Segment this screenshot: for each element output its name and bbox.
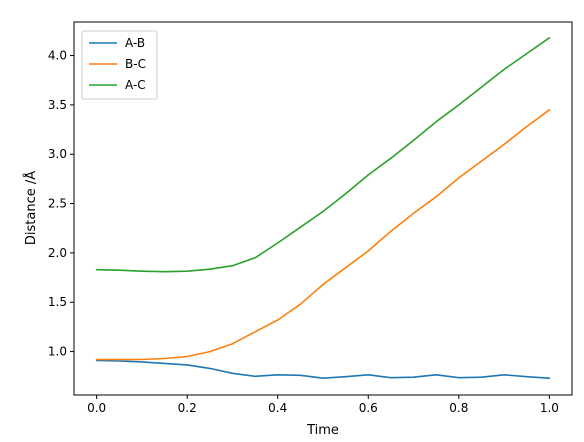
x-tick-label: 1.0 bbox=[540, 401, 559, 415]
legend-frame bbox=[81, 30, 158, 100]
x-tick-label: 0.2 bbox=[178, 401, 197, 415]
y-tick-label: 1.5 bbox=[48, 295, 67, 309]
y-axis-label: Distance /Å bbox=[23, 171, 39, 245]
y-tick-label: 1.0 bbox=[48, 345, 67, 359]
legend-label-a-b: A-B bbox=[125, 36, 145, 50]
legend: A-B B-C A-C bbox=[81, 30, 158, 100]
series-line-a-b bbox=[95, 359, 551, 380]
legend-label-a-c: A-C bbox=[125, 78, 146, 92]
series-line-a-c bbox=[95, 36, 551, 273]
y-tick-label: 4.0 bbox=[48, 49, 67, 63]
y-axis: 1.0 1.5 2.0 2.5 3.0 3.5 4.0 bbox=[48, 49, 74, 359]
y-tick-label: 2.5 bbox=[48, 197, 67, 211]
y-tick-label: 3.5 bbox=[48, 98, 67, 112]
y-tick-label: 2.0 bbox=[48, 246, 67, 260]
x-axis-label: Time bbox=[306, 423, 339, 438]
x-tick-label: 0.8 bbox=[449, 401, 468, 415]
x-tick-label: 0.6 bbox=[359, 401, 378, 415]
series-line-b-c bbox=[95, 109, 551, 361]
series-layer bbox=[95, 36, 551, 380]
y-tick-label: 3.0 bbox=[48, 147, 67, 161]
x-tick-label: 0.0 bbox=[87, 401, 106, 415]
x-axis: 0.0 0.2 0.4 0.6 0.8 1.0 bbox=[87, 395, 559, 415]
x-tick-label: 0.4 bbox=[268, 401, 287, 415]
legend-label-b-c: B-C bbox=[125, 57, 146, 71]
